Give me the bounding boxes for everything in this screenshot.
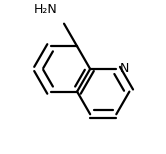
Text: H₂N: H₂N: [34, 3, 58, 16]
Text: N: N: [119, 62, 129, 75]
